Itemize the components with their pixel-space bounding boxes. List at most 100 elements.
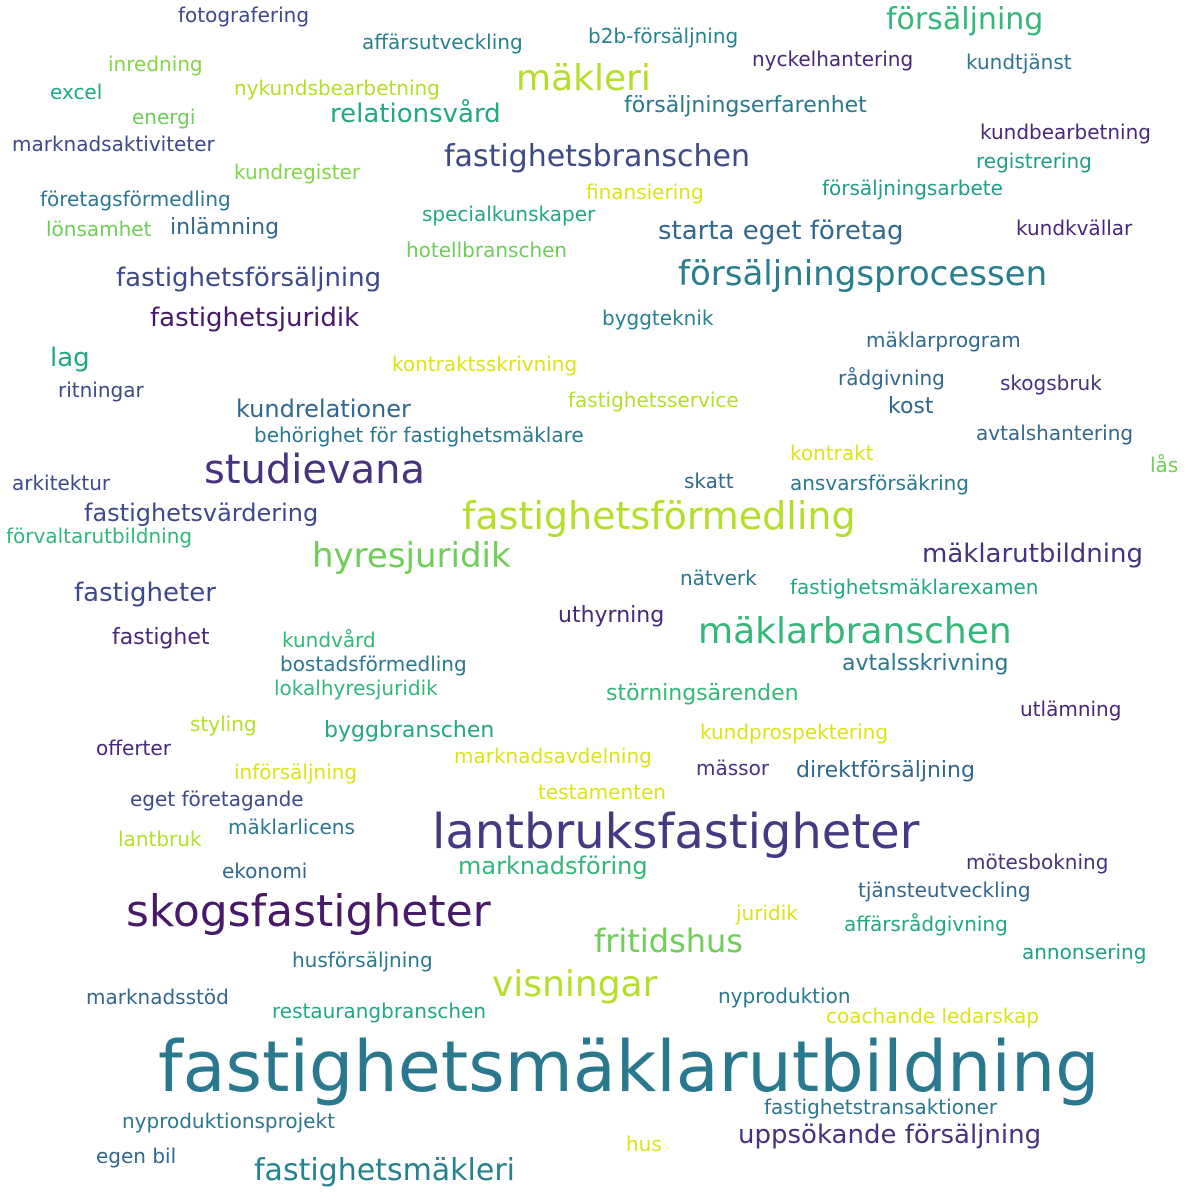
word-affarsutveckling: affärsutveckling: [362, 30, 523, 54]
word-kundbearbetning: kundbearbetning: [980, 120, 1151, 144]
word-fastighetsmakleri: fastighetsmäkleri: [254, 1153, 516, 1188]
word-kundregister: kundregister: [234, 160, 361, 184]
word-marknadsaktiviteter: marknadsaktiviteter: [12, 132, 215, 156]
word-inlamning: inlämning: [170, 215, 280, 240]
word-husforsaljning: husförsäljning: [292, 948, 433, 972]
word-utlamning: utlämning: [1020, 697, 1122, 721]
word-behorighet-for-fastighetsmaklare: behörighet för fastighetsmäklare: [254, 423, 584, 447]
word-avtalshantering: avtalshantering: [976, 421, 1134, 445]
word-relationsvard: relationsvård: [330, 99, 501, 129]
word-arkitektur: arkitektur: [12, 471, 111, 495]
word-coachande-ledarskap: coachande ledarskap: [826, 1004, 1040, 1028]
word-nyproduktionsprojekt: nyproduktionsprojekt: [122, 1109, 335, 1133]
word-makleri: mäkleri: [516, 58, 651, 99]
word-skogsbruk: skogsbruk: [1000, 371, 1102, 395]
word-skogsfastigheter: skogsfastigheter: [126, 886, 491, 937]
word-fastighetsforsaljning: fastighetsförsäljning: [116, 263, 382, 293]
word-restaurangbranschen: restaurangbranschen: [272, 999, 487, 1023]
word-marknadsforing: marknadsföring: [458, 852, 648, 880]
word-byggteknik: byggteknik: [602, 306, 714, 330]
word-kost: kost: [888, 394, 934, 419]
word-radgivning: rådgivning: [838, 366, 945, 390]
word-visningar: visningar: [492, 964, 658, 1005]
word-storningsarenden: störningsärenden: [606, 681, 799, 706]
word-forsaljningsarbete: försäljningsarbete: [822, 176, 1003, 200]
word-lag: lag: [50, 343, 90, 373]
word-lokalhyresjuridik: lokalhyresjuridik: [274, 676, 438, 700]
word-offerter: offerter: [96, 736, 171, 760]
word-hotellbranschen: hotellbranschen: [406, 238, 568, 262]
word-fastighet: fastighet: [112, 625, 210, 650]
word-registrering: registrering: [976, 149, 1092, 173]
word-eget-foretagande: eget företagande: [130, 787, 304, 811]
word-ekonomi: ekonomi: [222, 859, 308, 883]
word-annonsering: annonsering: [1022, 940, 1147, 964]
word-marknadsstod: marknadsstöd: [86, 985, 229, 1009]
word-maklarbranschen: mäklarbranschen: [698, 611, 1012, 652]
word-natverk: nätverk: [680, 566, 757, 590]
word-fastighetsjuridik: fastighetsjuridik: [150, 303, 360, 333]
word-byggbranschen: byggbranschen: [324, 718, 495, 743]
word-hyresjuridik: hyresjuridik: [312, 536, 511, 576]
word-kundkvallar: kundkvällar: [1016, 216, 1133, 240]
word-inforsaljning: införsäljning: [234, 760, 358, 784]
word-specialkunskaper: specialkunskaper: [422, 202, 596, 226]
word-forsaljningsprocessen: försäljningsprocessen: [678, 254, 1048, 294]
word-skatt: skatt: [684, 469, 734, 493]
word-lantbruk: lantbruk: [118, 827, 202, 851]
word-ansvarsforsakring: ansvarsförsäkring: [790, 471, 969, 495]
word-kundvard: kundvård: [282, 628, 376, 652]
word-fastighetsformedling: fastighetsförmedling: [462, 494, 856, 538]
word-fastighetsmaklarexamen: fastighetsmäklarexamen: [790, 575, 1039, 599]
word-excel: excel: [50, 80, 103, 104]
word-nyproduktion: nyproduktion: [718, 984, 851, 1008]
word-massor: mässor: [696, 756, 770, 780]
word-inredning: inredning: [108, 52, 203, 76]
word-fastighetsbranschen: fastighetsbranschen: [444, 139, 750, 174]
word-forvaltarutbildning: förvaltarutbildning: [6, 524, 193, 548]
word-b2b-forsaljning: b2b-försäljning: [588, 24, 739, 48]
word-kundtjanst: kundtjänst: [966, 50, 1072, 74]
word-nykundsbearbetning: nykundsbearbetning: [234, 76, 440, 100]
word-fastighetsservice: fastighetsservice: [568, 388, 739, 412]
word-energi: energi: [132, 105, 196, 129]
word-las: lås: [1150, 453, 1179, 477]
word-foretagsformedling: företagsförmedling: [40, 187, 231, 211]
word-fritidshus: fritidshus: [594, 922, 743, 960]
word-forsaljning: försäljning: [886, 2, 1044, 37]
word-avtalsskrivning: avtalsskrivning: [842, 651, 1009, 676]
word-maklarprogram: mäklarprogram: [866, 328, 1021, 352]
word-egen-bil: egen bil: [96, 1144, 177, 1168]
word-finansiering: finansiering: [586, 180, 704, 204]
word-fastigheter: fastigheter: [74, 578, 216, 608]
word-lonsamhet: lönsamhet: [46, 217, 152, 241]
word-kundprospektering: kundprospektering: [700, 720, 889, 744]
word-fastighetsmaklarutbildning: fastighetsmäklarutbildning: [158, 1026, 1100, 1108]
word-fastighetsvardering: fastighetsvärdering: [84, 499, 319, 527]
word-ritningar: ritningar: [58, 378, 144, 402]
word-hus: hus: [626, 1132, 662, 1156]
word-motesbokning: mötesbokning: [966, 850, 1109, 874]
word-kontraktsskrivning: kontraktsskrivning: [392, 352, 578, 376]
word-uthyrning: uthyrning: [558, 603, 665, 628]
word-maklarutbildning: mäklarutbildning: [922, 539, 1143, 569]
word-juridik: juridik: [736, 901, 798, 925]
word-styling: styling: [190, 712, 257, 736]
word-maklarlicens: mäklarlicens: [228, 815, 355, 839]
word-tjansteutveckling: tjänsteutveckling: [858, 878, 1031, 902]
word-kontrakt: kontrakt: [790, 441, 874, 465]
word-nyckelhantering: nyckelhantering: [752, 47, 914, 71]
word-forsaljningserfarenhet: försäljningserfarenhet: [624, 93, 867, 118]
word-kundrelationer: kundrelationer: [236, 395, 411, 423]
word-testamenten: testamenten: [538, 780, 666, 804]
word-fotografering: fotografering: [178, 3, 310, 27]
word-starta-eget-foretag: starta eget företag: [658, 216, 904, 246]
word-lantbruksfastigheter: lantbruksfastigheter: [432, 804, 920, 860]
word-affarsradgivning: affärsrådgivning: [844, 912, 1008, 936]
word-bostadsformedling: bostadsförmedling: [280, 652, 467, 676]
word-direktforsaljning: direktförsäljning: [796, 758, 975, 783]
word-marknadsavdelning: marknadsavdelning: [454, 744, 652, 768]
word-uppsokande-forsaljning: uppsökande försäljning: [738, 1120, 1042, 1150]
word-studievana: studievana: [204, 447, 426, 493]
